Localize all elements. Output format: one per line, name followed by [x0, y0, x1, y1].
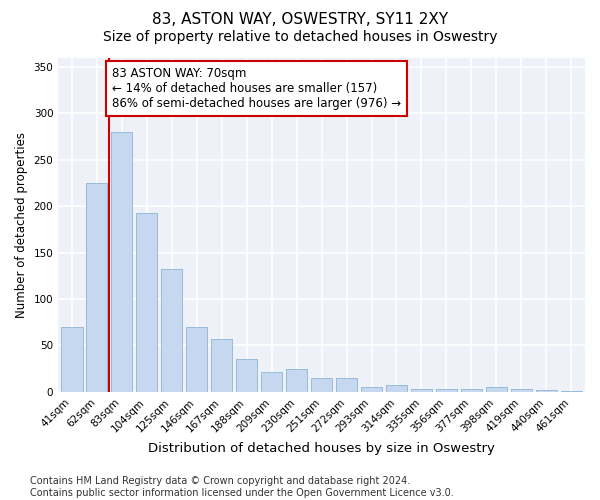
Bar — [86, 183, 107, 392]
Text: 83, ASTON WAY, OSWESTRY, SY11 2XY: 83, ASTON WAY, OSWESTRY, SY11 2XY — [152, 12, 448, 28]
Text: Size of property relative to detached houses in Oswestry: Size of property relative to detached ho… — [103, 30, 497, 44]
Bar — [61, 327, 83, 392]
Bar — [336, 378, 357, 392]
Bar — [186, 327, 208, 392]
Bar — [411, 389, 432, 392]
Bar — [486, 388, 507, 392]
Text: Contains HM Land Registry data © Crown copyright and database right 2024.
Contai: Contains HM Land Registry data © Crown c… — [30, 476, 454, 498]
Text: 83 ASTON WAY: 70sqm
← 14% of detached houses are smaller (157)
86% of semi-detac: 83 ASTON WAY: 70sqm ← 14% of detached ho… — [112, 67, 401, 110]
Y-axis label: Number of detached properties: Number of detached properties — [15, 132, 28, 318]
Bar — [161, 270, 182, 392]
Bar — [361, 388, 382, 392]
Bar — [536, 390, 557, 392]
Bar — [560, 391, 582, 392]
Bar — [136, 212, 157, 392]
X-axis label: Distribution of detached houses by size in Oswestry: Distribution of detached houses by size … — [148, 442, 495, 455]
Bar — [286, 368, 307, 392]
Bar — [211, 339, 232, 392]
Bar — [461, 389, 482, 392]
Bar — [386, 386, 407, 392]
Bar — [261, 372, 282, 392]
Bar — [511, 389, 532, 392]
Bar — [311, 378, 332, 392]
Bar — [111, 132, 133, 392]
Bar — [236, 360, 257, 392]
Bar — [436, 389, 457, 392]
